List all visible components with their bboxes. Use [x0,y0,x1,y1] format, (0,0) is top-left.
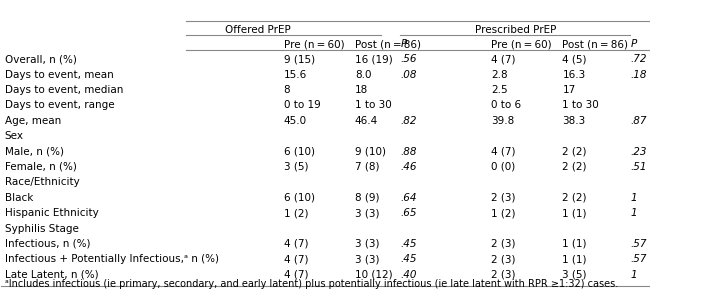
Text: 9 (15): 9 (15) [283,54,315,64]
Text: .40: .40 [401,270,417,280]
Text: Male, n (%): Male, n (%) [4,147,64,157]
Text: 4 (7): 4 (7) [491,54,516,64]
Text: Infectious + Potentially Infectious,ᵃ n (%): Infectious + Potentially Infectious,ᵃ n … [4,254,218,264]
Text: 4 (7): 4 (7) [283,239,308,249]
Text: 3 (3): 3 (3) [355,208,379,218]
Text: 4 (7): 4 (7) [491,147,516,157]
Text: Infectious, n (%): Infectious, n (%) [4,239,90,249]
Text: Days to event, range: Days to event, range [4,100,114,110]
Text: 6 (10): 6 (10) [283,147,314,157]
Text: 3 (5): 3 (5) [283,162,308,172]
Text: Prescribed PrEP: Prescribed PrEP [475,25,556,34]
Text: 45.0: 45.0 [283,116,306,126]
Text: Sex: Sex [4,131,24,141]
Text: 0 to 6: 0 to 6 [491,100,521,110]
Text: Age, mean: Age, mean [4,116,61,126]
Text: 38.3: 38.3 [563,116,585,126]
Text: Overall, n (%): Overall, n (%) [4,54,76,64]
Text: Post (n = 86): Post (n = 86) [563,39,628,49]
Text: 15.6: 15.6 [283,70,307,80]
Text: 2 (3): 2 (3) [491,270,516,280]
Text: Late Latent, n (%): Late Latent, n (%) [4,270,99,280]
Text: .46: .46 [401,162,417,172]
Text: P: P [630,39,637,49]
Text: 1 (2): 1 (2) [491,208,516,218]
Text: P: P [401,39,406,49]
Text: 6 (10): 6 (10) [283,193,314,203]
Text: .88: .88 [401,147,417,157]
Text: 3 (3): 3 (3) [355,239,379,249]
Text: .57: .57 [630,239,647,249]
Text: .65: .65 [401,208,417,218]
Text: .82: .82 [401,116,417,126]
Text: 2 (2): 2 (2) [563,147,587,157]
Text: 1: 1 [630,270,637,280]
Text: 4 (7): 4 (7) [283,270,308,280]
Text: 1 (2): 1 (2) [283,208,308,218]
Text: Pre (n = 60): Pre (n = 60) [491,39,552,49]
Text: .56: .56 [401,54,417,64]
Text: 1 (1): 1 (1) [563,208,587,218]
Text: .18: .18 [630,70,647,80]
Text: ᵃIncludes infectious (ie primary, secondary, and early latent) plus potentially : ᵃIncludes infectious (ie primary, second… [4,279,618,289]
Text: 17: 17 [563,85,575,95]
Text: Hispanic Ethnicity: Hispanic Ethnicity [4,208,99,218]
Text: 1: 1 [630,193,637,203]
Text: 9 (10): 9 (10) [355,147,386,157]
Text: 10 (12): 10 (12) [355,270,393,280]
Text: .23: .23 [630,147,647,157]
Text: 1 to 30: 1 to 30 [355,100,391,110]
Text: Race/Ethnicity: Race/Ethnicity [4,177,79,187]
Text: Female, n (%): Female, n (%) [4,162,76,172]
Text: .87: .87 [630,116,647,126]
Text: 18: 18 [355,85,368,95]
Text: 4 (5): 4 (5) [563,54,587,64]
Text: Syphilis Stage: Syphilis Stage [4,224,79,234]
Text: 7 (8): 7 (8) [355,162,379,172]
Text: 4 (7): 4 (7) [283,254,308,264]
Text: 16.3: 16.3 [563,70,585,80]
Text: 1 (1): 1 (1) [563,254,587,264]
Text: 8: 8 [283,85,290,95]
Text: 0 to 19: 0 to 19 [283,100,321,110]
Text: 2 (2): 2 (2) [563,193,587,203]
Text: 1: 1 [630,208,637,218]
Text: .57: .57 [630,254,647,264]
Text: 3 (3): 3 (3) [355,254,379,264]
Text: .64: .64 [401,193,417,203]
Text: Black: Black [4,193,33,203]
Text: .08: .08 [401,70,417,80]
Text: 1 to 30: 1 to 30 [563,100,599,110]
Text: Days to event, median: Days to event, median [4,85,123,95]
Text: 2.5: 2.5 [491,85,508,95]
Text: 2 (3): 2 (3) [491,193,516,203]
Text: Pre (n = 60): Pre (n = 60) [283,39,344,49]
Text: 2.8: 2.8 [491,70,508,80]
Text: 2 (3): 2 (3) [491,254,516,264]
Text: Post (n = 86): Post (n = 86) [355,39,421,49]
Text: 46.4: 46.4 [355,116,378,126]
Text: .51: .51 [630,162,647,172]
Text: 16 (19): 16 (19) [355,54,393,64]
Text: 39.8: 39.8 [491,116,514,126]
Text: 2 (2): 2 (2) [563,162,587,172]
Text: .72: .72 [630,54,647,64]
Text: 3 (5): 3 (5) [563,270,587,280]
Text: 8.0: 8.0 [355,70,371,80]
Text: 1 (1): 1 (1) [563,239,587,249]
Text: Days to event, mean: Days to event, mean [4,70,114,80]
Text: 0 (0): 0 (0) [491,162,516,172]
Text: 8 (9): 8 (9) [355,193,379,203]
Text: Offered PrEP: Offered PrEP [225,25,291,34]
Text: 2 (3): 2 (3) [491,239,516,249]
Text: .45: .45 [401,254,417,264]
Text: .45: .45 [401,239,417,249]
